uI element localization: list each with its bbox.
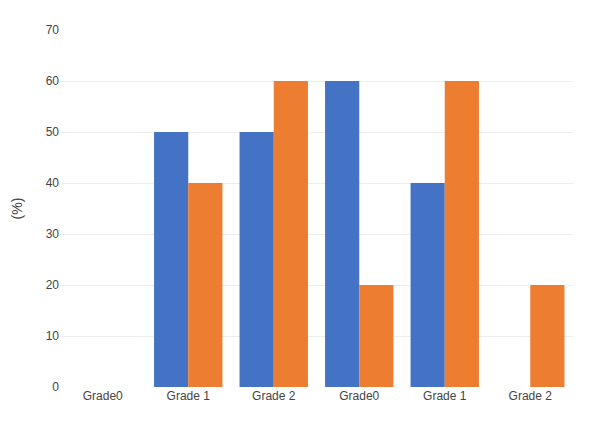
svg-text:60: 60 [46, 74, 60, 88]
svg-text:Grade 2: Grade 2 [252, 389, 296, 403]
svg-text:Grade 1: Grade 1 [167, 389, 211, 403]
svg-text:70: 70 [46, 23, 60, 37]
svg-text:(%): (%) [9, 198, 25, 220]
svg-text:Grade0: Grade0 [339, 389, 379, 403]
svg-text:Grade 1: Grade 1 [423, 389, 467, 403]
svg-text:40: 40 [46, 176, 60, 190]
svg-text:30: 30 [46, 227, 60, 241]
svg-text:50: 50 [46, 125, 60, 139]
svg-text:0: 0 [52, 380, 59, 394]
svg-text:10: 10 [46, 329, 60, 343]
svg-text:Grade0: Grade0 [83, 389, 123, 403]
svg-text:20: 20 [46, 278, 60, 292]
svg-text:Grade 2: Grade 2 [509, 389, 553, 403]
